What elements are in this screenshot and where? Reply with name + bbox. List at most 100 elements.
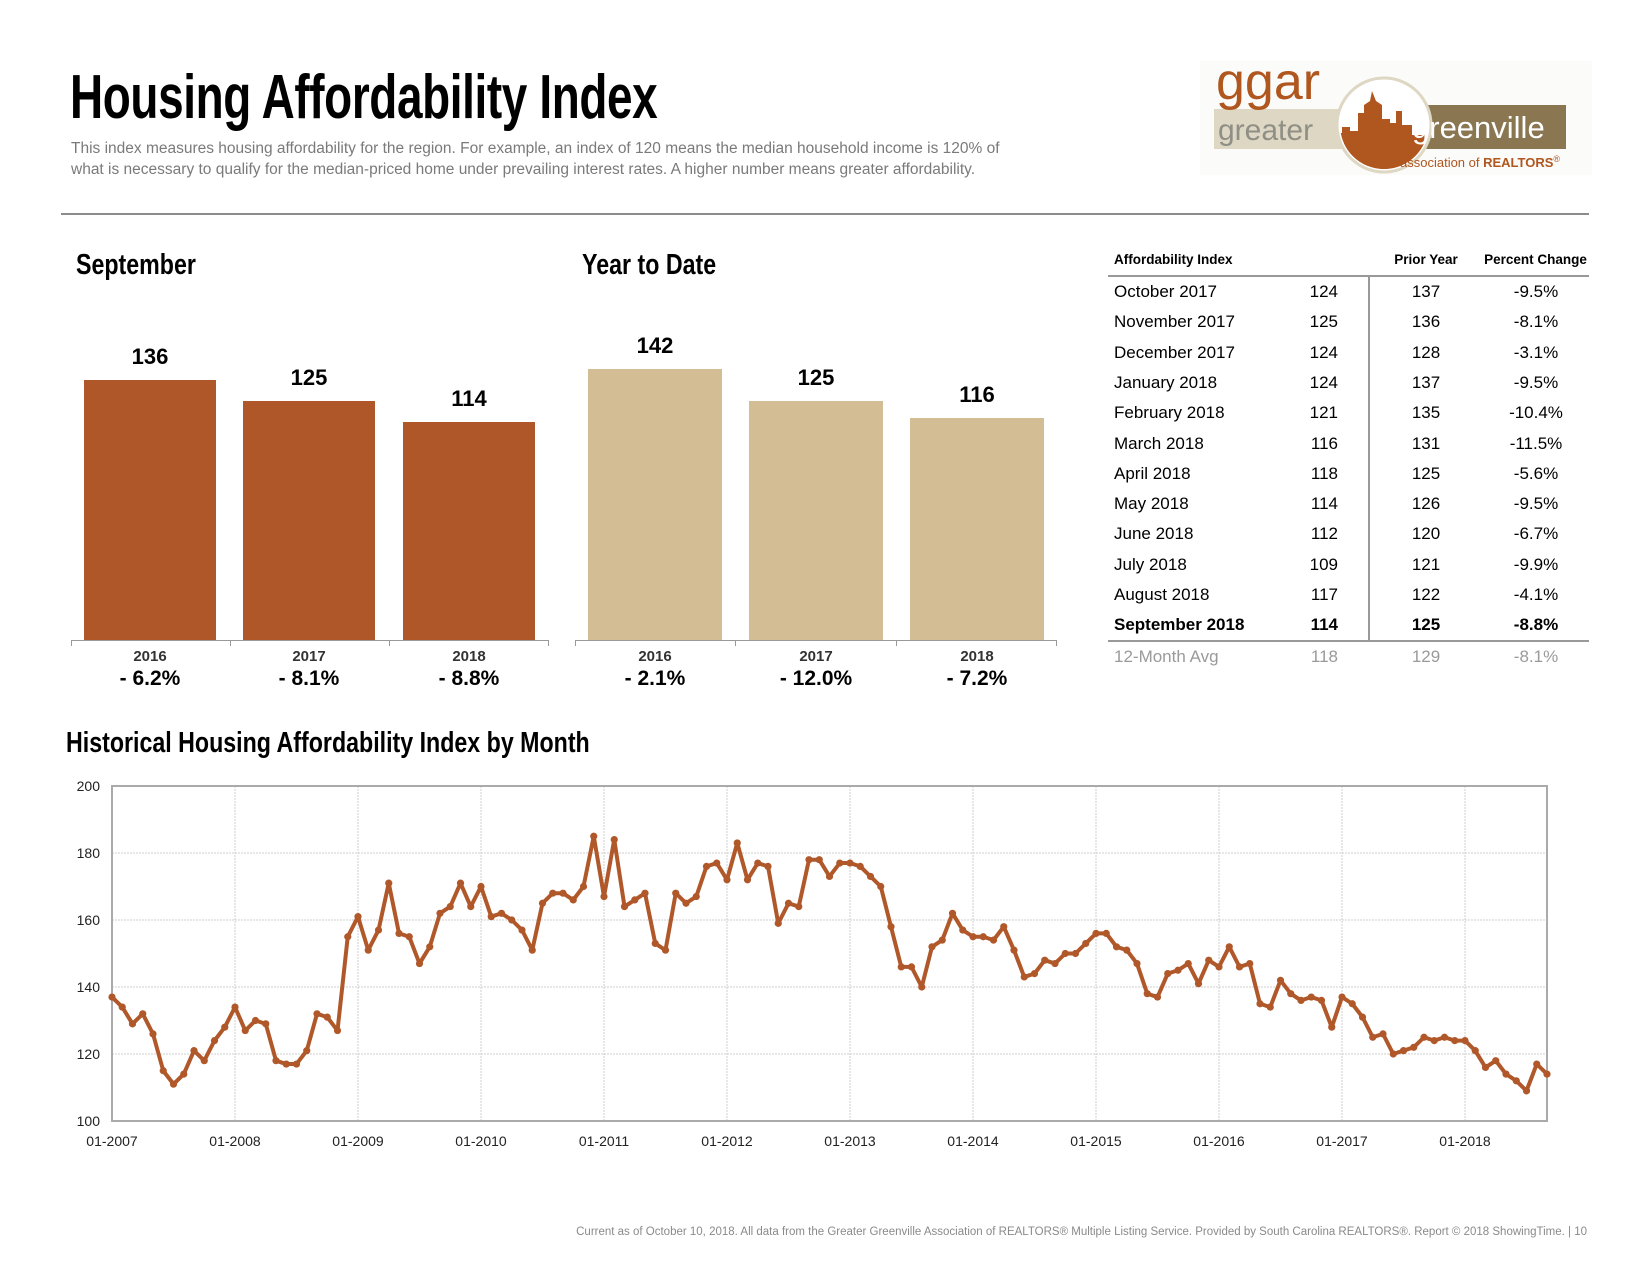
data-point [108, 993, 116, 1001]
cell-value: 121 [1309, 403, 1338, 423]
data-point [1112, 943, 1121, 951]
y-tick-label: 180 [77, 845, 101, 861]
ggar-logo: ggar greater greenville association of R… [1200, 53, 1592, 175]
ytd-axis-tick [575, 640, 576, 646]
data-point [1071, 949, 1080, 958]
data-point [1051, 959, 1059, 968]
september-percent-change: - 8.8% [438, 667, 500, 690]
data-point [508, 916, 516, 924]
y-tick-label: 140 [77, 979, 101, 995]
data-point [1030, 970, 1039, 978]
data-point [405, 933, 413, 941]
data-point [159, 1067, 167, 1075]
cell-month: February 2018 [1114, 403, 1225, 423]
september-axis-tick [71, 640, 72, 646]
data-point [815, 856, 823, 864]
data-point [200, 1057, 208, 1065]
data-point [713, 859, 721, 867]
ytd-bar-value: 142 [636, 332, 674, 358]
data-point [1389, 1050, 1397, 1058]
data-point [487, 913, 495, 921]
table-row: July 2018 109 121 -9.9% [1108, 555, 1589, 585]
ytd-bar-2018 [910, 418, 1044, 640]
data-point [651, 939, 659, 948]
data-point [303, 1047, 311, 1055]
table-header-percent-change: Percent Change [1484, 252, 1587, 267]
data-point [784, 899, 793, 907]
cell-value: 118 [1310, 463, 1338, 483]
data-point [1543, 1070, 1551, 1078]
data-point [1061, 949, 1069, 958]
data-point [354, 913, 362, 921]
data-point [1092, 929, 1100, 937]
data-point [251, 1016, 260, 1025]
ytd-percent-change: - 12.0% [779, 667, 853, 690]
logo-word-greenville: greenville [1412, 110, 1545, 145]
cell-prior: 137 [1411, 282, 1441, 301]
cell-prior: 125 [1411, 615, 1441, 635]
ytd-bar-2016 [588, 368, 722, 640]
cell-change: -4.1% [1513, 585, 1559, 604]
data-point [836, 859, 844, 867]
table-row: November 2017 125 136 -8.1% [1108, 312, 1589, 342]
data-point [733, 839, 741, 847]
data-point [241, 1026, 249, 1035]
table-header-prior-year: Prior Year [1394, 252, 1458, 267]
historical-line-chart: 100 120 140 160 180 200 01-2007 01-2008 01-2009 0… [77, 778, 1551, 1149]
data-point [415, 959, 424, 968]
cell-change: -8.8% [1513, 615, 1559, 635]
x-tick-label: 01-2010 [455, 1133, 507, 1149]
x-tick-label: 01-2016 [1193, 1133, 1245, 1149]
september-bar-value: 136 [131, 344, 169, 370]
data-point [139, 1010, 147, 1018]
data-point [1123, 946, 1131, 954]
data-point [1235, 963, 1244, 971]
data-point [1471, 1047, 1479, 1055]
data-point [692, 892, 700, 901]
data-point [1276, 976, 1285, 984]
data-point [938, 936, 946, 944]
cell-change: -6.7% [1513, 524, 1559, 544]
ytd-percent-change: - 2.1% [624, 667, 686, 690]
cell-month: April 2018 [1114, 463, 1191, 483]
data-point [743, 876, 752, 884]
data-point [969, 933, 977, 941]
cell-value: 117 [1310, 585, 1338, 604]
description-line-2: what is necessary to qualify for the med… [71, 161, 976, 178]
data-point [456, 879, 465, 887]
data-point [497, 909, 506, 917]
cell-value: 124 [1309, 342, 1338, 362]
cell-value: 124 [1309, 282, 1338, 301]
cell-value: 112 [1310, 524, 1338, 544]
data-point [1502, 1070, 1510, 1078]
data-point [190, 1047, 198, 1055]
data-point [1041, 956, 1049, 964]
cell-month: March 2018 [1114, 433, 1204, 453]
data-point [1328, 1023, 1336, 1031]
table-row-average: 12-Month Avg 118 129 -8.1% [1108, 647, 1589, 677]
logo-word-greater: greater [1218, 114, 1313, 147]
data-point [805, 856, 813, 864]
data-point [1133, 959, 1141, 968]
x-tick-label: 01-2015 [1070, 1133, 1122, 1149]
data-point [282, 1060, 290, 1068]
september-bar-2018 [403, 422, 535, 640]
y-tick-label: 160 [77, 912, 101, 928]
september-year-label: 2018 [452, 648, 486, 665]
data-point [1420, 1033, 1428, 1041]
cell-value: 125 [1309, 312, 1338, 332]
description-line-1: This index measures housing affordabilit… [71, 140, 1000, 157]
data-point [262, 1020, 270, 1028]
ytd-axis-line [575, 640, 1056, 641]
cell-month: 12-Month Avg [1114, 647, 1219, 666]
y-tick-label: 200 [77, 778, 101, 794]
data-point [1082, 939, 1090, 948]
data-point [1174, 966, 1182, 974]
data-point [1143, 990, 1151, 998]
data-point [292, 1060, 301, 1068]
data-point [918, 983, 926, 991]
data-point [477, 882, 485, 891]
data-point [1225, 943, 1233, 951]
page-title: Housing Affordability Index [70, 63, 658, 132]
data-point [118, 1003, 126, 1011]
